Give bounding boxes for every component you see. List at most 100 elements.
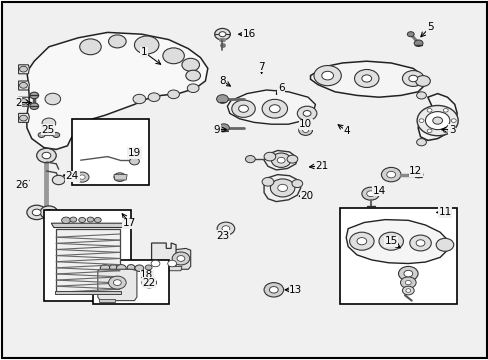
Polygon shape [19, 81, 29, 90]
Circle shape [400, 277, 415, 288]
Circle shape [408, 75, 417, 82]
Circle shape [407, 32, 413, 37]
Circle shape [366, 191, 374, 197]
Text: 1: 1 [141, 47, 147, 57]
Circle shape [185, 70, 200, 81]
Circle shape [354, 69, 378, 87]
Polygon shape [151, 243, 176, 266]
Circle shape [291, 180, 302, 188]
Polygon shape [51, 223, 124, 228]
Circle shape [177, 256, 184, 261]
Circle shape [432, 117, 442, 124]
Text: 23: 23 [215, 231, 229, 241]
Circle shape [100, 265, 110, 272]
Text: 16: 16 [242, 29, 256, 39]
Circle shape [264, 152, 275, 161]
Circle shape [425, 112, 449, 130]
Circle shape [381, 167, 400, 182]
Text: 4: 4 [343, 126, 350, 136]
Circle shape [145, 265, 152, 270]
Circle shape [297, 106, 316, 121]
Circle shape [361, 75, 371, 82]
Circle shape [172, 252, 189, 265]
Circle shape [450, 119, 455, 122]
Circle shape [61, 217, 70, 224]
Circle shape [182, 58, 199, 71]
Polygon shape [264, 150, 297, 170]
Circle shape [40, 206, 58, 219]
Polygon shape [99, 299, 115, 302]
Circle shape [245, 156, 255, 163]
Text: 21: 21 [314, 161, 328, 171]
Text: 15: 15 [384, 236, 397, 246]
Circle shape [75, 172, 89, 182]
Circle shape [37, 148, 56, 163]
Circle shape [264, 283, 283, 297]
Circle shape [386, 171, 395, 178]
Text: 20: 20 [300, 191, 313, 201]
Text: 6: 6 [277, 83, 284, 93]
Bar [56, 229, 120, 293]
Polygon shape [19, 65, 29, 74]
Circle shape [269, 105, 280, 113]
Circle shape [135, 265, 143, 271]
Circle shape [42, 118, 56, 128]
Circle shape [405, 280, 410, 285]
Circle shape [378, 232, 403, 250]
Circle shape [222, 226, 229, 231]
Circle shape [114, 173, 125, 181]
Circle shape [214, 28, 230, 40]
Circle shape [427, 129, 431, 133]
Circle shape [416, 92, 426, 99]
Circle shape [20, 66, 27, 72]
Circle shape [219, 32, 225, 37]
Circle shape [349, 232, 373, 250]
Circle shape [402, 71, 423, 86]
Circle shape [108, 276, 126, 289]
Text: 2: 2 [15, 98, 22, 108]
Circle shape [415, 76, 429, 86]
Text: 17: 17 [122, 218, 136, 228]
Circle shape [442, 129, 447, 133]
Circle shape [20, 99, 27, 104]
Circle shape [277, 184, 287, 192]
Polygon shape [417, 94, 456, 140]
Polygon shape [98, 269, 137, 301]
Circle shape [403, 270, 412, 277]
Circle shape [80, 39, 101, 55]
Circle shape [113, 280, 121, 285]
Circle shape [415, 240, 424, 246]
Text: 5: 5 [426, 22, 433, 32]
Circle shape [79, 217, 85, 222]
Text: 26: 26 [15, 180, 28, 190]
Polygon shape [310, 61, 425, 97]
Circle shape [94, 217, 101, 222]
Text: 24: 24 [65, 171, 79, 181]
Circle shape [413, 40, 422, 46]
Circle shape [238, 105, 248, 112]
Circle shape [413, 171, 422, 178]
Text: 22: 22 [142, 278, 156, 288]
Circle shape [167, 260, 176, 267]
Circle shape [151, 260, 160, 267]
Text: 7: 7 [258, 62, 264, 72]
Circle shape [427, 108, 431, 112]
Circle shape [42, 152, 51, 159]
Circle shape [361, 187, 379, 200]
Circle shape [442, 108, 447, 112]
Text: 11: 11 [437, 207, 451, 217]
Circle shape [286, 155, 297, 163]
Text: 8: 8 [219, 76, 225, 86]
Circle shape [302, 128, 308, 132]
Circle shape [30, 92, 39, 99]
Circle shape [402, 286, 413, 295]
Bar [55, 291, 121, 294]
Bar [93, 260, 168, 304]
Circle shape [321, 71, 333, 80]
Circle shape [70, 217, 77, 222]
Circle shape [20, 115, 27, 121]
Circle shape [142, 277, 156, 288]
Circle shape [187, 84, 199, 93]
Circle shape [116, 265, 126, 272]
Circle shape [262, 177, 273, 186]
